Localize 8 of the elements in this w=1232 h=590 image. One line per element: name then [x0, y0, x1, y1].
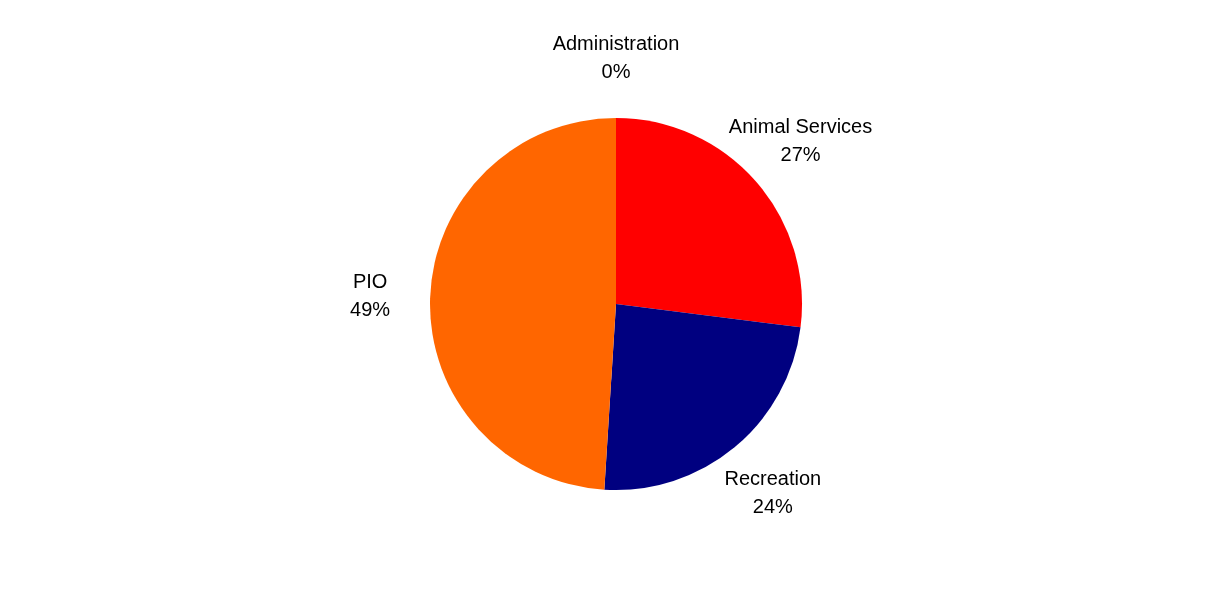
slice-label: Animal Services — [728, 114, 873, 137]
data-label: 24% — [752, 495, 794, 518]
slice-label: PIO — [352, 269, 388, 292]
data-label: 49% — [350, 297, 391, 320]
data-label: 27% — [780, 142, 821, 165]
slice-label: Recreation — [724, 467, 822, 490]
text: 0% — [601, 59, 631, 82]
category-label: Administration — [552, 31, 680, 54]
